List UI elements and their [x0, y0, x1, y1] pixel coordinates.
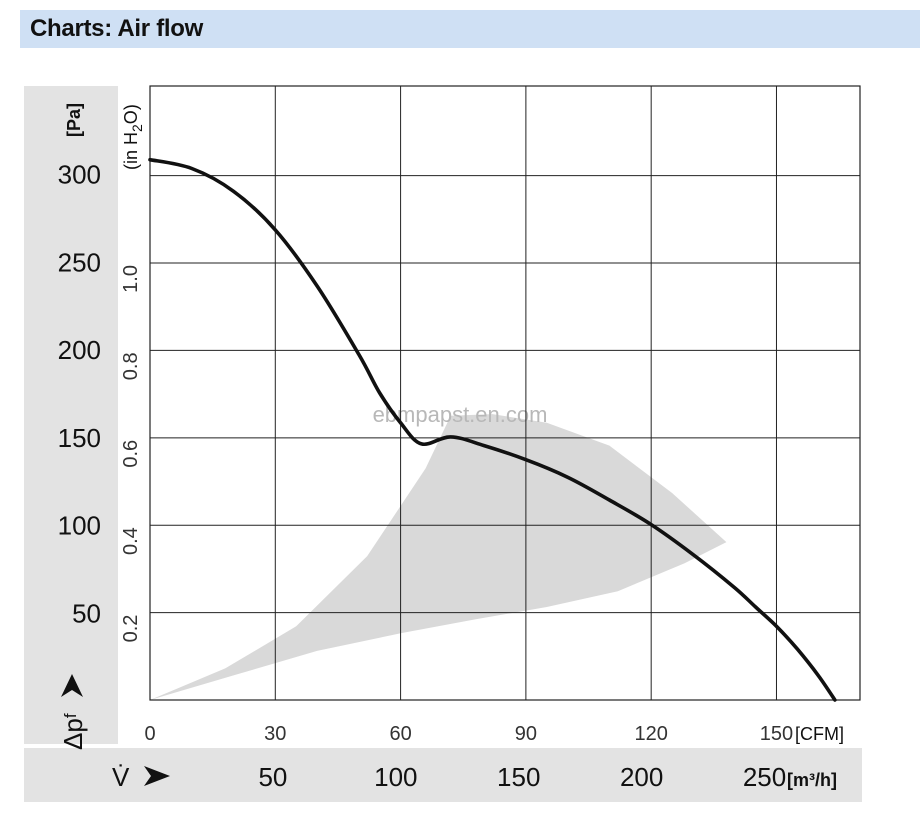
left-axis-band: [24, 86, 118, 744]
y-arrow-icon: [61, 674, 83, 697]
x-tick-m3h: 100: [374, 762, 417, 792]
y-tick-inh2o: 0.2: [120, 615, 142, 643]
air-flow-curve: [148, 157, 837, 702]
y-tick-pa: 50: [72, 598, 101, 628]
x-tick-m3h: 250: [743, 762, 786, 792]
x-tick-m3h: 150: [497, 762, 540, 792]
y-unit-pa: [Pa]: [64, 103, 84, 137]
x-arrow-icon: [144, 766, 170, 786]
y-tick-inh2o: 0.8: [120, 352, 142, 380]
y-tick-pa: 150: [58, 423, 101, 453]
x-tick-cfm: 60: [389, 723, 411, 745]
x-tick-cfm: 150: [760, 723, 793, 745]
x-symbol: V̇: [112, 762, 130, 792]
chart-header: Charts: Air flow: [20, 10, 920, 48]
y-tick-inh2o: 0.6: [120, 440, 142, 468]
x-tick-cfm: 90: [515, 723, 537, 745]
chart-title: Charts: Air flow: [30, 15, 203, 42]
x-tick-cfm: 0: [144, 723, 155, 745]
y-symbol: Δpf: [58, 713, 88, 750]
y-tick-inh2o: 1.0: [120, 265, 142, 293]
plot-frame: [149, 85, 861, 701]
bottom-axis-band: [24, 748, 862, 802]
x-tick-m3h: 200: [620, 762, 663, 792]
x-unit-m3h: [m³/h]: [787, 770, 837, 790]
y-tick-pa: 100: [58, 511, 101, 541]
x-unit-cfm: [CFM]: [795, 724, 844, 744]
y-tick-pa: 200: [58, 335, 101, 365]
y-tick-inh2o: 0.4: [120, 527, 142, 555]
x-tick-m3h: 50: [258, 762, 287, 792]
y-unit-inh2o: (in H2O): [121, 104, 145, 170]
x-tick-cfm: 30: [264, 723, 286, 745]
y-tick-pa: 300: [58, 160, 101, 190]
y-tick-pa: 250: [58, 247, 101, 277]
x-tick-cfm: 120: [634, 723, 667, 745]
